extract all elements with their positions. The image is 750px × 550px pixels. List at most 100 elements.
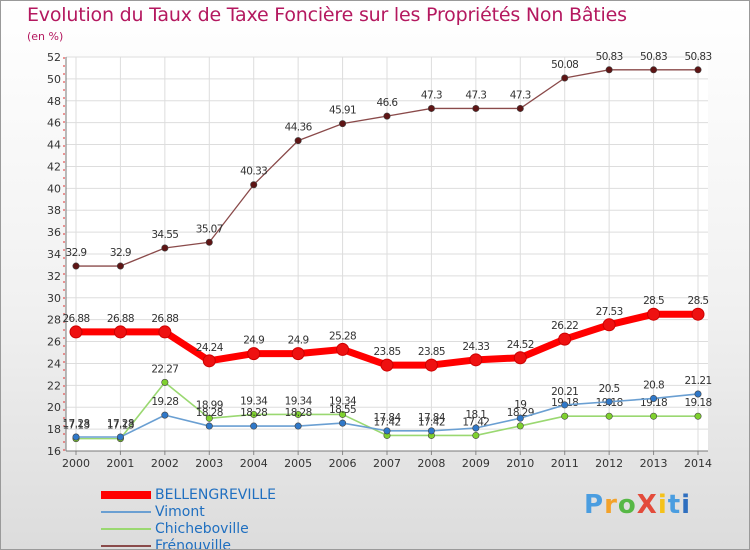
- y-tick-label: 40: [47, 182, 61, 195]
- data-label: 20.8: [643, 379, 664, 391]
- data-point: [72, 433, 80, 441]
- data-label: 47.3: [465, 89, 486, 101]
- logo-letter: X: [636, 490, 658, 520]
- data-point: [694, 390, 702, 398]
- data-label: 25.28: [329, 330, 356, 342]
- data-point: [339, 419, 347, 427]
- data-label: 17.42: [373, 416, 400, 428]
- data-label: 24.52: [507, 339, 534, 351]
- y-tick-label: 20: [47, 401, 61, 414]
- data-label: 32.9: [110, 247, 131, 259]
- y-tick-label: 30: [47, 292, 61, 305]
- data-point: [558, 332, 572, 346]
- data-point: [205, 414, 213, 422]
- legend-label: BELLENGREVILLE: [155, 487, 276, 503]
- data-point: [472, 431, 480, 439]
- x-tick-label: 2005: [284, 457, 312, 470]
- data-point: [561, 401, 569, 409]
- data-point: [472, 104, 480, 112]
- data-label: 26.88: [62, 313, 89, 325]
- x-tick-label: 2010: [506, 457, 534, 470]
- data-point: [291, 347, 305, 361]
- data-point: [650, 66, 658, 74]
- data-label: 20.5: [599, 383, 620, 395]
- data-point: [424, 358, 438, 372]
- data-label: 24.33: [462, 341, 489, 353]
- legend-label: Vimont: [155, 504, 205, 520]
- data-point: [605, 398, 613, 406]
- data-point: [202, 354, 216, 368]
- x-tick-label: 2012: [595, 457, 623, 470]
- data-point: [561, 412, 569, 420]
- logo-letter: o: [617, 490, 637, 520]
- data-label: 19: [514, 399, 526, 411]
- data-point: [516, 414, 524, 422]
- y-tick-label: 22: [47, 379, 61, 392]
- y-tick-label: 50: [47, 73, 61, 86]
- x-tick-label: 2002: [151, 457, 179, 470]
- data-point: [161, 378, 169, 386]
- x-tick-label: 2014: [684, 457, 712, 470]
- data-label: 17.28: [62, 418, 89, 430]
- chart-title: Evolution du Taux de Taxe Foncière sur l…: [27, 4, 627, 26]
- data-label: 21.21: [684, 375, 711, 387]
- data-label: 24.9: [288, 335, 309, 347]
- data-label: 28.5: [643, 295, 664, 307]
- logo-letter: i: [681, 490, 692, 520]
- data-point: [294, 422, 302, 430]
- logo-letter: t: [667, 490, 682, 520]
- data-label: 47.3: [421, 89, 442, 101]
- data-label: 17.84: [373, 412, 401, 424]
- y-tick-label: 38: [47, 204, 61, 217]
- data-label: 18.28: [240, 407, 267, 419]
- data-label: 18.55: [329, 404, 356, 416]
- data-point: [158, 325, 172, 339]
- data-label: 24.9: [243, 335, 264, 347]
- data-label: 17.84: [418, 412, 446, 424]
- data-point: [294, 410, 302, 418]
- legend-label: Chicheboville: [155, 521, 249, 537]
- y-tick-label: 48: [47, 95, 61, 108]
- x-tick-label: 2006: [329, 457, 357, 470]
- data-point: [516, 104, 524, 112]
- data-point: [161, 244, 169, 252]
- x-tick-label: 2004: [240, 457, 268, 470]
- data-label: 40.33: [240, 166, 267, 178]
- data-point: [339, 120, 347, 128]
- data-point: [205, 422, 213, 430]
- data-point: [694, 66, 702, 74]
- data-label: 18.28: [196, 407, 223, 419]
- data-point: [513, 351, 527, 365]
- legend-label: Frénouville: [155, 538, 231, 550]
- data-label: 17.42: [462, 416, 489, 428]
- data-label: 28.5: [688, 295, 709, 307]
- proxiti-logo: ProXiti: [584, 490, 691, 520]
- y-tick-label: 24: [47, 357, 61, 370]
- data-point: [294, 137, 302, 145]
- data-point: [250, 410, 258, 418]
- data-point: [691, 307, 705, 321]
- x-tick-label: 2003: [195, 457, 223, 470]
- data-point: [113, 325, 127, 339]
- data-point: [647, 307, 661, 321]
- data-point: [383, 427, 391, 435]
- data-label: 35.07: [196, 223, 223, 235]
- logo-letter: r: [604, 490, 618, 520]
- data-point: [383, 112, 391, 120]
- data-point: [250, 181, 258, 189]
- data-point: [650, 394, 658, 402]
- logo-letter: P: [584, 490, 605, 520]
- data-label: 17.28: [107, 418, 134, 430]
- data-label: 19.28: [151, 396, 178, 408]
- x-tick-label: 2001: [106, 457, 134, 470]
- data-point: [650, 412, 658, 420]
- data-label: 19.34: [329, 395, 357, 407]
- y-tick-label: 52: [47, 51, 61, 64]
- y-tick-label: 42: [47, 160, 61, 173]
- y-tick-label: 16: [47, 445, 61, 458]
- data-label: 45.91: [329, 105, 356, 117]
- data-label: 19.34: [240, 395, 268, 407]
- y-tick-label: 46: [47, 117, 61, 130]
